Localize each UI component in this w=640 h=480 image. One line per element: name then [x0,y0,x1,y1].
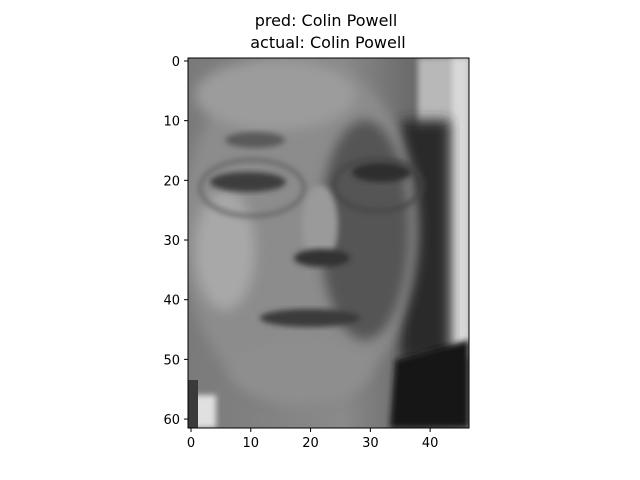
y-tick-label: 30 [163,234,180,249]
y-tick-label: 50 [163,353,180,368]
x-tick-label: 40 [422,436,439,451]
face-image [188,58,469,428]
y-axis: 0 10 20 30 40 50 60 [163,55,188,428]
x-tick-label: 20 [302,436,319,451]
x-tick-label: 0 [187,436,195,451]
title-prediction: pred: Colin Powell [254,11,398,30]
y-tick-label: 60 [163,413,180,428]
x-tick-label: 30 [362,436,379,451]
x-axis: 0 10 20 30 40 [187,428,439,451]
title-actual: actual: Colin Powell [250,33,406,52]
x-tick-label: 10 [243,436,260,451]
y-tick-label: 0 [172,55,180,70]
chart-title: pred: Colin Powell actual: Colin Powell [0,10,640,54]
y-tick-label: 20 [163,174,180,189]
y-tick-label: 40 [163,294,180,309]
axes-frame [187,57,470,429]
y-tick-label: 10 [163,115,180,130]
